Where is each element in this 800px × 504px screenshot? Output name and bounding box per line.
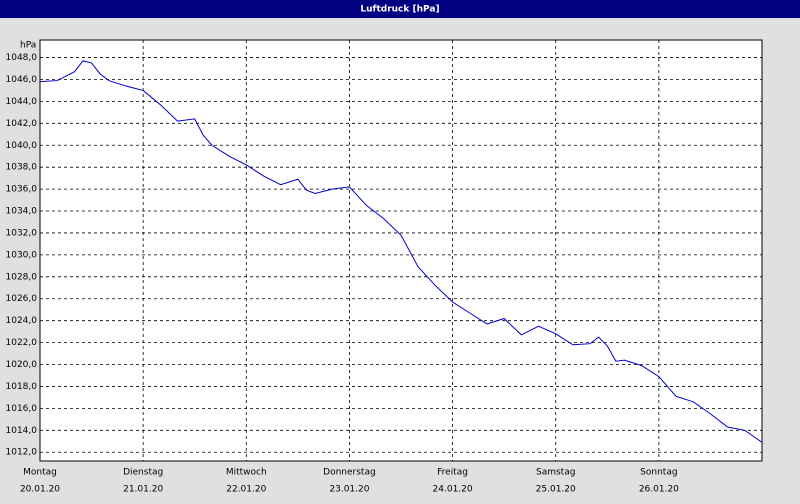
y-tick-label: 1012,0: [6, 448, 38, 458]
window-title: Luftdruck [hPa]: [360, 5, 439, 15]
x-tick-date: 24.01.20: [433, 485, 473, 495]
x-tick-date: 25.01.20: [536, 485, 576, 495]
y-tick-label: 1042,0: [6, 119, 38, 129]
y-tick-label: 1016,0: [6, 404, 38, 414]
y-tick-label: 1038,0: [6, 163, 38, 173]
y-tick-label: 1036,0: [6, 185, 38, 195]
title-bar: [0, 0, 800, 18]
y-tick-label: 1032,0: [6, 228, 38, 238]
x-tick-date: 22.01.20: [226, 485, 266, 495]
y-unit: hPa: [20, 41, 36, 51]
x-tick-label: Dienstag: [123, 468, 163, 478]
plot-area: [39, 39, 763, 462]
y-tick-label: 1024,0: [6, 316, 38, 326]
y-tick-label: 1018,0: [6, 382, 38, 392]
x-tick-label: Montag: [23, 468, 57, 478]
x-tick-date: 23.01.20: [329, 485, 369, 495]
y-tick-label: 1048,0: [6, 53, 38, 63]
y-tick-label: 1040,0: [6, 141, 38, 151]
y-tick-label: 1022,0: [6, 338, 38, 348]
data-line: [39, 60, 763, 443]
x-tick-label: Samstag: [536, 468, 575, 478]
x-tick-date: 20.01.20: [20, 485, 60, 495]
y-tick-label: 1046,0: [6, 75, 38, 85]
y-tick-label: 1044,0: [6, 97, 38, 107]
y-tick-label: 1034,0: [6, 207, 38, 217]
y-tick-label: 1020,0: [6, 360, 38, 370]
x-tick-date: 21.01.20: [123, 485, 163, 495]
x-tick-label: Freitag: [437, 468, 468, 478]
x-tick-label: Mittwoch: [226, 468, 267, 478]
y-tick-label: 1014,0: [6, 426, 38, 436]
x-tick-label: Donnerstag: [323, 468, 376, 478]
x-tick-label: Sonntag: [640, 468, 677, 478]
x-tick-date: 26.01.20: [639, 485, 679, 495]
y-tick-label: 1026,0: [6, 294, 38, 304]
y-tick-label: 1030,0: [6, 250, 38, 260]
y-tick-label: 1028,0: [6, 272, 38, 282]
